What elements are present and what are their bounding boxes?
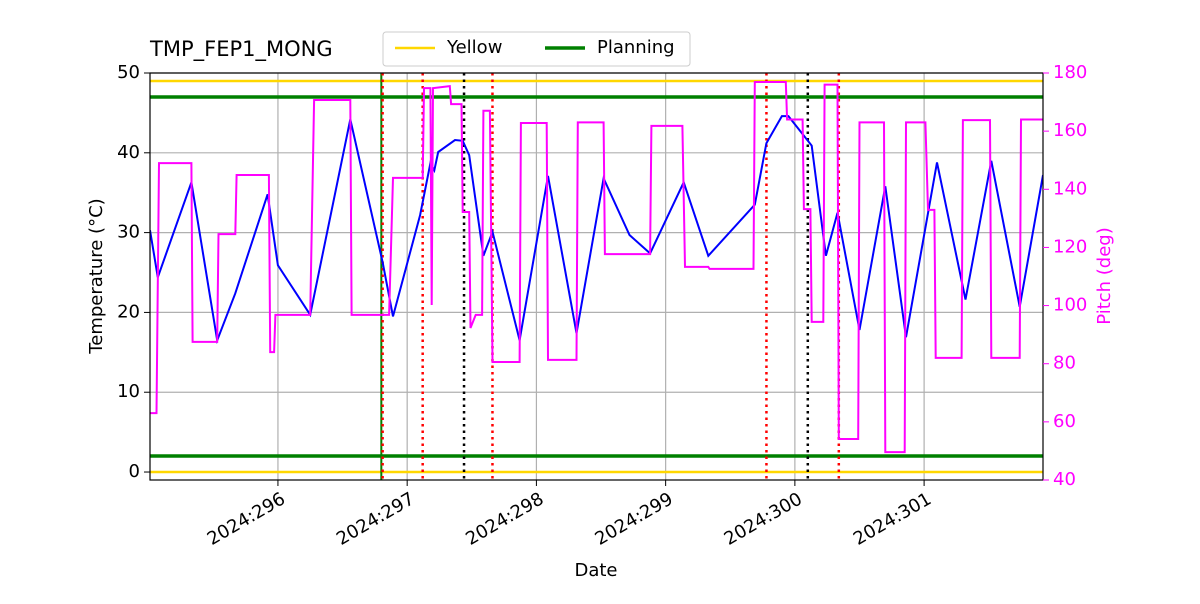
y-tick-label: 0 (129, 461, 140, 482)
x-tick-label: 2024:298 (462, 488, 547, 549)
y2-tick-label: 180 (1053, 62, 1087, 83)
legend-box (382, 31, 691, 67)
legend-label: Planning (597, 37, 675, 58)
y-tick-label: 40 (117, 142, 140, 163)
y2-tick-label: 120 (1053, 236, 1087, 257)
x-tick-label: 2024:299 (591, 488, 676, 549)
chart-title: TMP_FEP1_MONG (149, 37, 333, 62)
y-axis-label: Temperature (°C) (86, 198, 107, 354)
plot-frame (149, 72, 1044, 481)
y2-tick-label: 160 (1053, 120, 1087, 141)
y2-tick-label: 140 (1053, 178, 1087, 199)
x-tick-label: 2024:301 (850, 488, 935, 549)
x-axis-label: Date (574, 560, 617, 581)
y2-tick-label: 40 (1053, 469, 1076, 490)
y2-axis-label: Pitch (deg) (1094, 227, 1115, 325)
y-tick-label: 30 (117, 222, 140, 243)
y-tick-label: 20 (117, 301, 140, 322)
data-line (150, 81, 1043, 454)
x-tick-label: 2024:297 (333, 488, 418, 549)
x-tick-label: 2024:300 (721, 488, 806, 549)
legend-label: Yellow (446, 37, 502, 58)
y-tick-label: 50 (117, 62, 140, 83)
y2-tick-label: 100 (1053, 295, 1087, 316)
y-tick-label: 10 (117, 381, 140, 402)
x-tick-label: 2024:296 (204, 488, 289, 549)
data-line (150, 115, 1043, 345)
y2-tick-label: 80 (1053, 353, 1076, 374)
y2-tick-label: 60 (1053, 411, 1076, 432)
